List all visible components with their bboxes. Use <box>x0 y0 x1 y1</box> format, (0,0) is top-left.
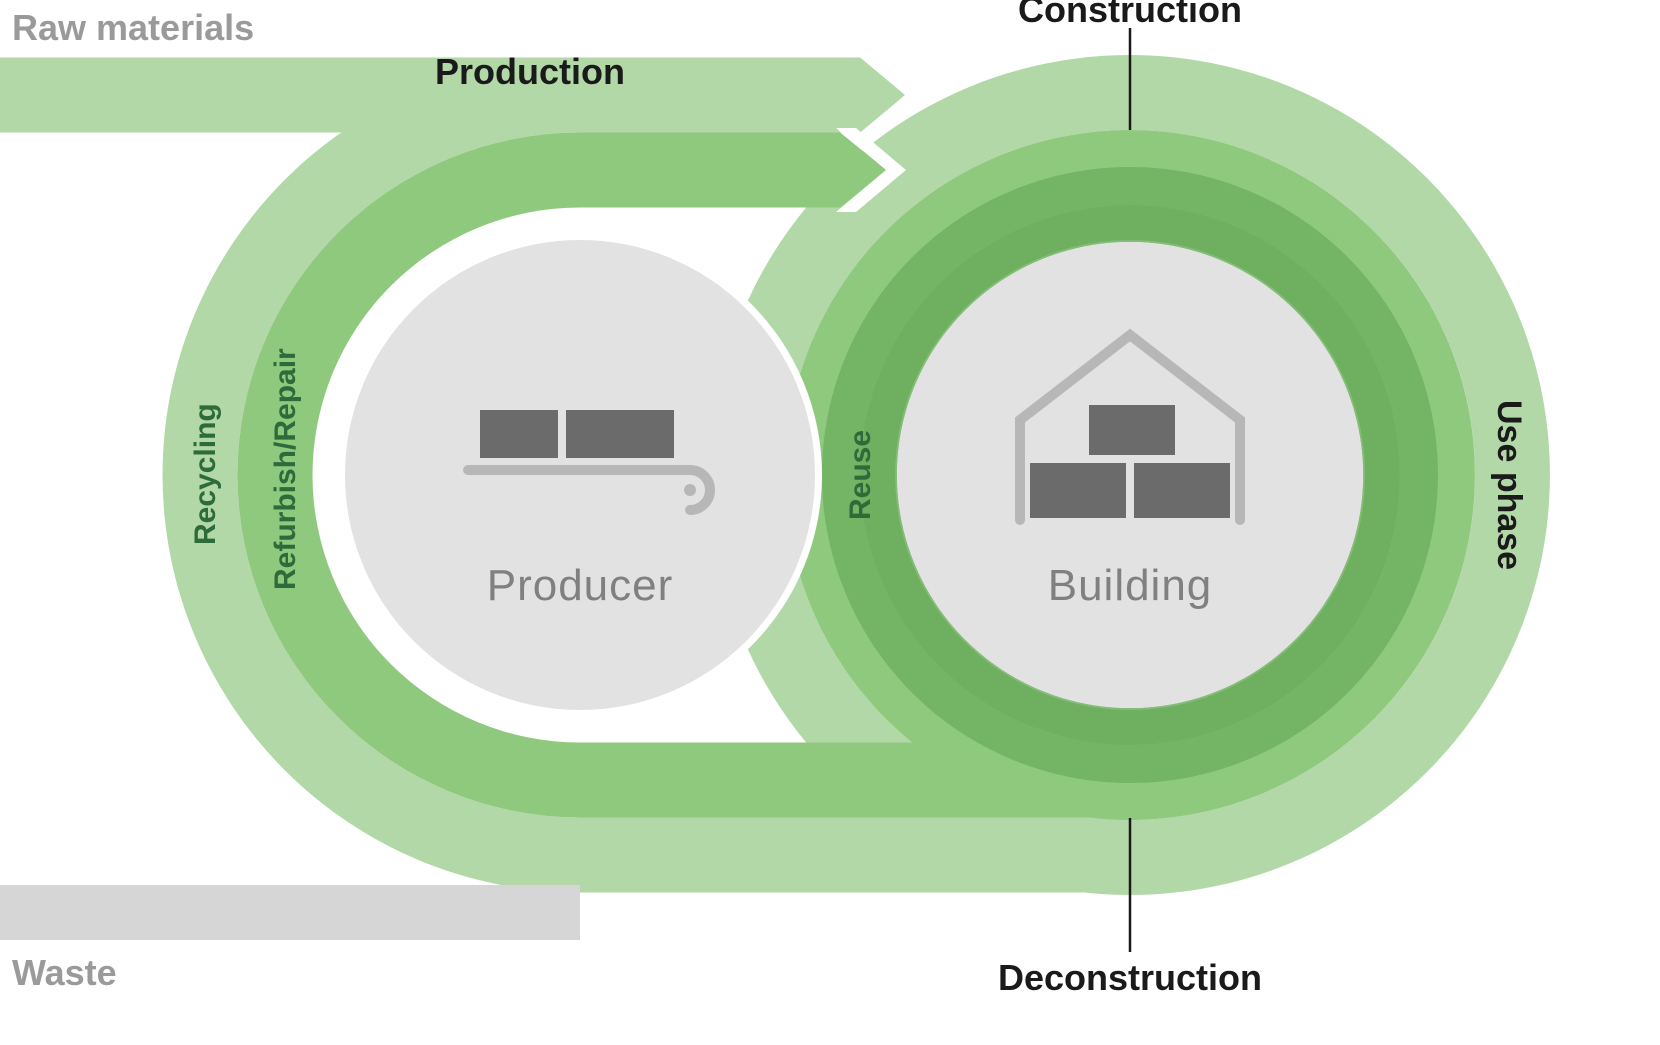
building-circle <box>897 242 1363 708</box>
diagram-svg: Raw materials Waste Production Construct… <box>0 0 1660 1045</box>
use-phase-label: Use phase <box>1490 400 1528 570</box>
reuse-label: Reuse <box>844 430 877 520</box>
building-label: Building <box>1048 561 1213 610</box>
recycling-label: Recycling <box>189 403 222 545</box>
circular-economy-diagram: Raw materials Waste Production Construct… <box>0 0 1660 1045</box>
deconstruction-label: Deconstruction <box>998 957 1262 998</box>
waste-label: Waste <box>12 952 117 993</box>
waste-band-ext <box>0 885 470 940</box>
raw-materials-label: Raw materials <box>12 7 254 48</box>
refurbish-label: Refurbish/Repair <box>269 348 302 590</box>
producer-label: Producer <box>487 561 674 610</box>
construction-label: Construction <box>1018 0 1242 30</box>
production-label: Production <box>435 51 625 92</box>
